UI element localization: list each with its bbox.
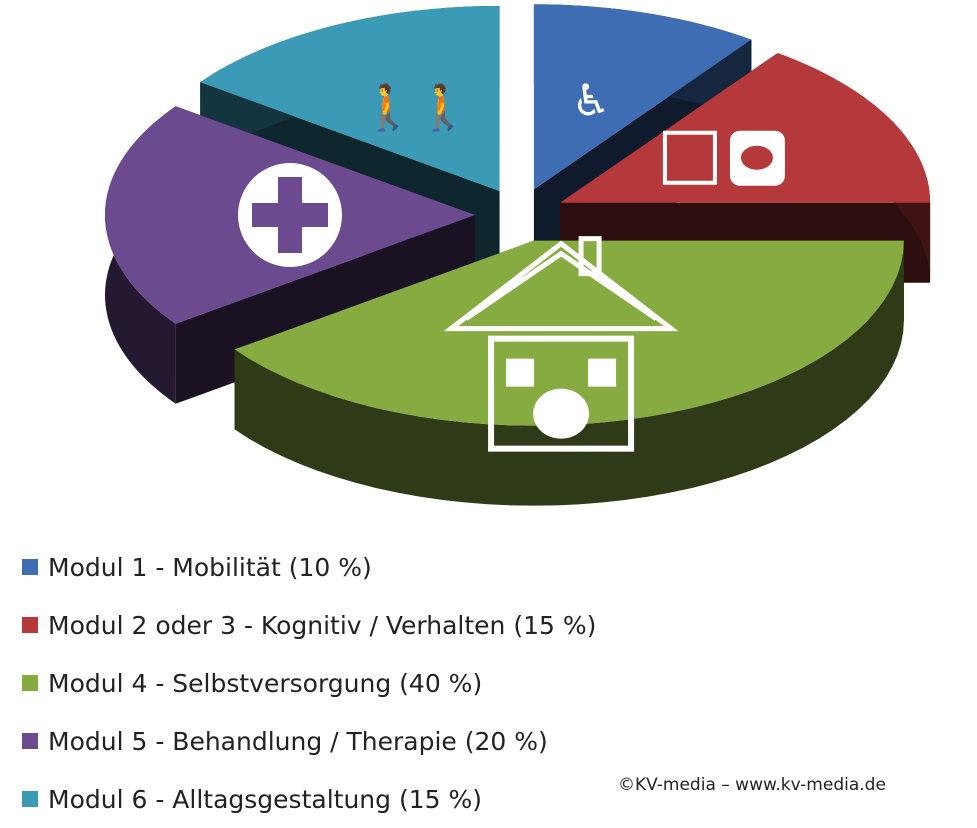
legend-label: Modul 4 - Selbstversorgung (40 %) bbox=[48, 668, 483, 698]
conflict-and-speech-bubble-icon bbox=[662, 130, 785, 186]
legend-swatch bbox=[22, 559, 38, 575]
legend-swatch bbox=[22, 617, 38, 633]
legend-item: Modul 6 - Alltagsgestaltung (15 %) bbox=[22, 770, 596, 828]
legend-label: Modul 2 oder 3 - Kognitiv / Verhalten (1… bbox=[48, 610, 597, 640]
slice-top bbox=[200, 5, 500, 191]
people-walking-icon: 🚶🚶 bbox=[361, 83, 471, 134]
legend-label: Modul 6 - Alltagsgestaltung (15 %) bbox=[48, 784, 482, 814]
legend-item: Modul 2 oder 3 - Kognitiv / Verhalten (1… bbox=[22, 596, 596, 654]
legend-swatch bbox=[22, 733, 38, 749]
legend-item: Modul 5 - Behandlung / Therapie (20 %) bbox=[22, 712, 596, 770]
slice-top bbox=[560, 53, 931, 203]
slice-top bbox=[533, 4, 752, 190]
svg-text:♿: ♿ bbox=[571, 75, 610, 126]
wheelchair-icon: ♿ bbox=[571, 75, 610, 126]
pie-slice: 🚶🚶 bbox=[200, 5, 500, 271]
house-icon bbox=[443, 236, 679, 452]
legend-swatch bbox=[22, 791, 38, 807]
legend: Modul 1 - Mobilität (10 %) Modul 2 oder … bbox=[22, 538, 596, 828]
legend-label: Modul 5 - Behandlung / Therapie (20 %) bbox=[48, 726, 548, 756]
pie-chart: ♿ 🚶🚶 bbox=[105, 4, 931, 506]
slice-side bbox=[234, 240, 904, 506]
legend-item: Modul 1 - Mobilität (10 %) bbox=[22, 538, 596, 596]
legend-label: Modul 1 - Mobilität (10 %) bbox=[48, 552, 372, 582]
medical-cross-icon bbox=[238, 163, 342, 267]
svg-text:🚶🚶: 🚶🚶 bbox=[361, 83, 471, 134]
copyright: ©KV-media – www.kv-media.de bbox=[618, 775, 886, 795]
legend-swatch bbox=[22, 675, 38, 691]
slice-top bbox=[234, 240, 904, 426]
legend-item: Modul 4 - Selbstversorgung (40 %) bbox=[22, 654, 596, 712]
pie-slice bbox=[234, 236, 904, 506]
